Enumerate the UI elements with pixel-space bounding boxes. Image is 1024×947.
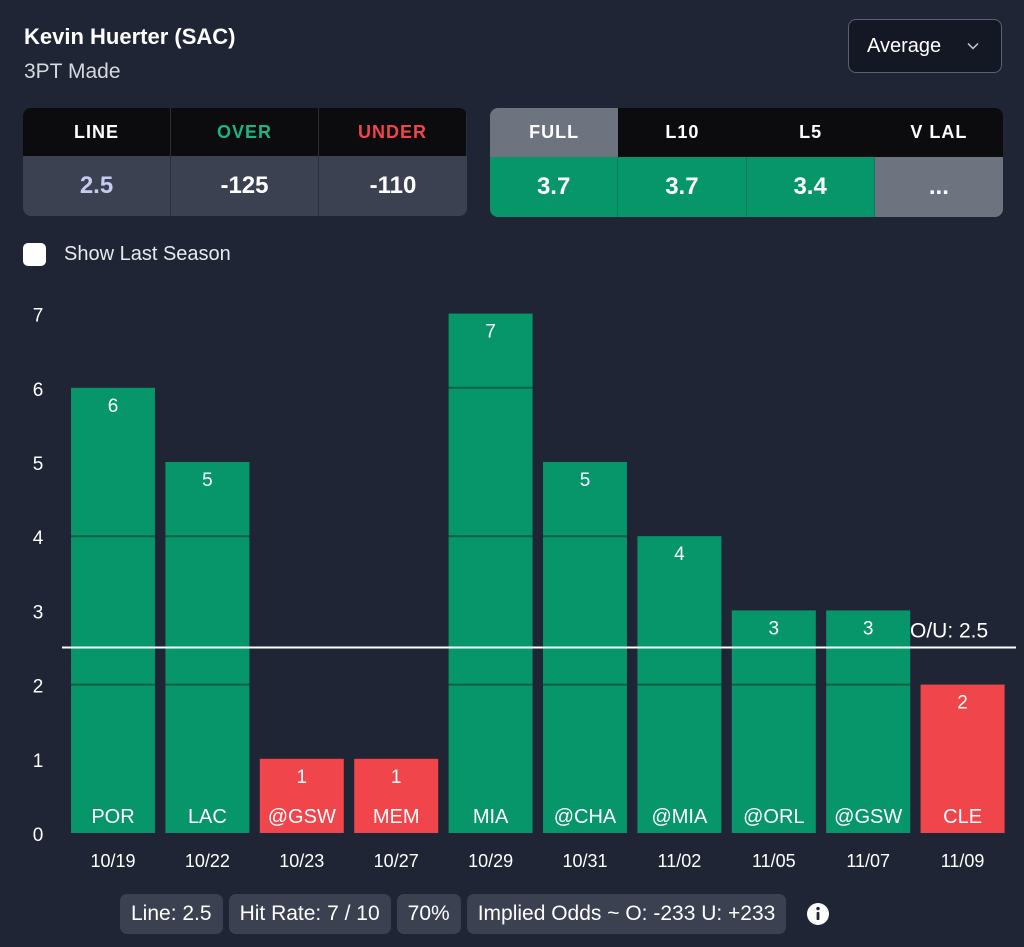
x-tick-label: 11/02 [658,851,702,871]
hit-rate-pill: Hit Rate: 7 / 10 [228,894,391,934]
bar-value-label: 3 [863,618,874,639]
chevron-down-icon [967,42,979,50]
bar-value-label: 4 [674,544,685,565]
hit-percent-pill: 70% [396,894,461,934]
bar [354,758,439,833]
l5-average: 3.4 [746,157,875,217]
aggregate-dropdown-value: Average [867,34,942,57]
average-splits-table: FULL L10 L5 V LAL 3.7 3.7 3.4 ... [490,108,1003,217]
bar [826,610,911,833]
line-header: LINE [23,108,171,156]
y-tick-label: 2 [33,677,44,698]
over-header: OVER [171,108,319,156]
x-tick-label: 10/22 [185,851,230,871]
bar-opponent-label: CLE [943,806,982,828]
ou-line-label: O/U: 2.5 [910,620,988,643]
line-pill: Line: 2.5 [120,894,223,934]
player-name: Kevin Huerter (SAC) [24,24,236,49]
tab-vs-opponent[interactable]: V LAL [874,108,1003,157]
under-header: UNDER [319,108,467,156]
bar-opponent-label: @GSW [268,806,336,828]
y-tick-label: 3 [33,602,44,623]
tab-l5[interactable]: L5 [746,108,875,157]
bar [920,684,1005,833]
bar-value-label: 5 [580,470,591,491]
stat-name: 3PT Made [24,60,121,83]
bar-value-label: 1 [297,767,308,788]
x-tick-label: 10/23 [279,851,324,871]
betting-line-table: LINE OVER UNDER 2.5 -125 -110 [23,108,467,216]
line-value: 2.5 [23,156,171,216]
bar-value-label: 7 [485,322,496,343]
under-odds: -110 [319,156,467,216]
bar [71,387,155,833]
bar [259,758,344,833]
bar-opponent-label: @GSW [834,806,902,828]
show-last-season-label: Show Last Season [64,243,231,265]
y-tick-label: 5 [33,454,44,475]
summary-footer: Line: 2.5 Hit Rate: 7 / 10 70% Implied O… [120,894,830,934]
y-tick-label: 1 [33,751,44,772]
bar-value-label: 3 [769,618,780,639]
tab-full[interactable]: FULL [490,108,619,157]
x-tick-label: 11/09 [941,851,985,871]
x-tick-label: 10/27 [374,851,419,871]
bar-opponent-label: MEM [373,806,420,828]
x-tick-label: 10/31 [562,851,607,871]
bar-opponent-label: MIA [473,806,509,828]
y-tick-label: 6 [33,380,44,401]
y-tick-label: 0 [33,825,44,846]
y-tick-label: 4 [33,528,44,549]
bar-opponent-label: @MIA [651,806,708,828]
over-odds: -125 [171,156,319,216]
x-tick-label: 10/29 [468,851,513,871]
bar [637,536,722,833]
x-tick-label: 11/07 [846,851,890,871]
show-last-season-toggle[interactable]: Show Last Season [23,243,231,266]
vs-opponent-average: ... [874,157,1003,217]
aggregate-dropdown[interactable]: Average [848,19,1002,73]
bar-opponent-label: @ORL [743,806,804,828]
bar-opponent-label: POR [91,806,134,828]
bar [448,313,533,834]
l10-average: 3.7 [618,157,747,217]
bar-value-label: 2 [957,693,968,714]
x-tick-label: 11/05 [752,851,796,871]
tab-l10[interactable]: L10 [618,108,747,157]
full-average: 3.7 [490,157,619,217]
bar [731,610,816,833]
bar-value-label: 6 [108,396,119,417]
show-last-season-checkbox[interactable] [23,243,46,266]
info-icon[interactable] [806,902,830,926]
bar-opponent-label: LAC [188,806,227,828]
bar-value-label: 1 [391,767,402,788]
y-tick-label: 7 [33,306,44,327]
game-log-bar-chart: 0 1 2 3 4 5 6 7 6 POR 10/19 5 LAC 10/22 1 @GSW 10/23 1 MEM… [33,306,1016,871]
implied-odds-pill: Implied Odds ~ O: -233 U: +233 [466,894,787,934]
bar-opponent-label: @CHA [554,806,617,828]
bar-value-label: 5 [202,470,213,491]
x-tick-label: 10/19 [90,851,135,871]
